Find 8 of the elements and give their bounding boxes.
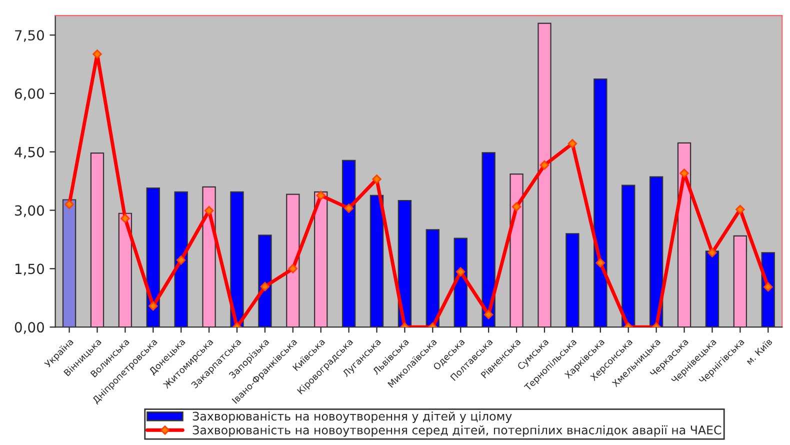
y-tick-label: 1,50	[15, 264, 44, 276]
y-tick-label: 6,00	[14, 88, 44, 100]
y-tick-label: 7,50	[15, 30, 44, 42]
y-tick-label: 4,50	[14, 146, 44, 159]
legend-label: Захворюваність на новоутворення у дітей у цілому	[192, 412, 512, 423]
y-tick-label: 3,00	[15, 205, 44, 218]
legend-label: Захворюваність на новоутворення серед дітей, потерпілих внаслідок аварії на ЧАЕС	[192, 425, 722, 437]
y-tick-label: 0,00	[14, 322, 44, 334]
